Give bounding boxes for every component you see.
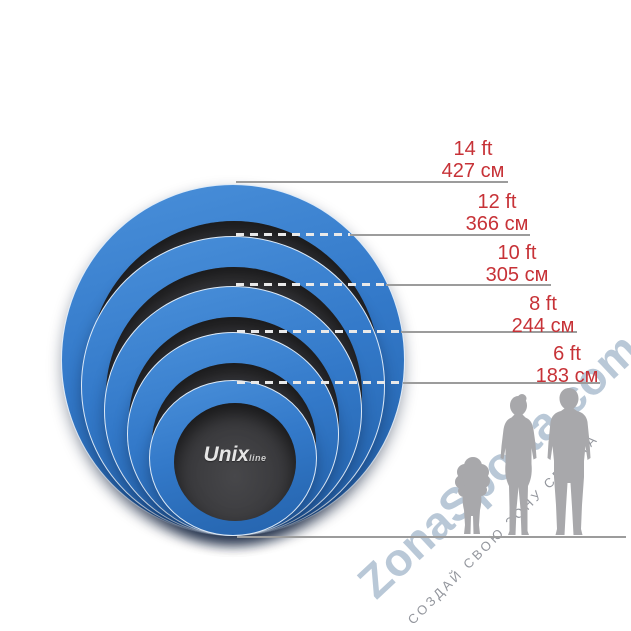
unix-line-text: line: [249, 453, 267, 463]
leader-line-8ft: [401, 331, 577, 333]
size-label-8ft-feet: 8 ft: [529, 293, 557, 315]
size-label-12ft-feet: 12 ft: [477, 191, 517, 213]
unix-brand-text: Unix: [203, 443, 249, 466]
size-label-8ft-cm: 244 см: [511, 315, 575, 337]
leader-line-6ft: [403, 382, 600, 384]
size-label-14ft-feet: 14 ft: [453, 138, 493, 160]
leader-line-12ft: [350, 234, 530, 236]
leader-dash-12ft: [236, 233, 350, 236]
ground-line: [237, 536, 626, 538]
size-label-10ft-feet: 10 ft: [497, 242, 537, 264]
size-label-10ft-cm: 305 см: [485, 264, 549, 286]
leader-dash-6ft: [237, 381, 403, 384]
trampoline-6ft-mat: Unixline: [174, 403, 296, 521]
human-scale-figures: [455, 388, 591, 535]
child-silhouette: [455, 457, 490, 534]
size-label-12ft-cm: 366 см: [465, 213, 529, 235]
size-label-8ft: 8 ft 244 см: [478, 293, 608, 337]
size-label-14ft-cm: 427 см: [441, 160, 505, 182]
size-label-12ft: 12 ft 366 см: [432, 191, 562, 235]
size-label-10ft: 10 ft 305 см: [452, 242, 582, 286]
woman-silhouette: [500, 394, 537, 535]
size-label-6ft: 6 ft 183 см: [502, 343, 631, 387]
man-silhouette: [547, 388, 591, 535]
leader-line-14ft: [236, 181, 508, 183]
trampoline-6ft: Unixline: [149, 380, 317, 536]
leader-dash-10ft: [236, 283, 386, 286]
unix-line-logo: Unixline: [174, 443, 296, 467]
size-label-6ft-cm: 183 см: [535, 365, 599, 387]
size-label-14ft: 14 ft 427 см: [408, 138, 538, 182]
leader-dash-8ft: [237, 330, 401, 333]
size-label-6ft-feet: 6 ft: [553, 343, 581, 365]
leader-line-10ft: [386, 284, 551, 286]
